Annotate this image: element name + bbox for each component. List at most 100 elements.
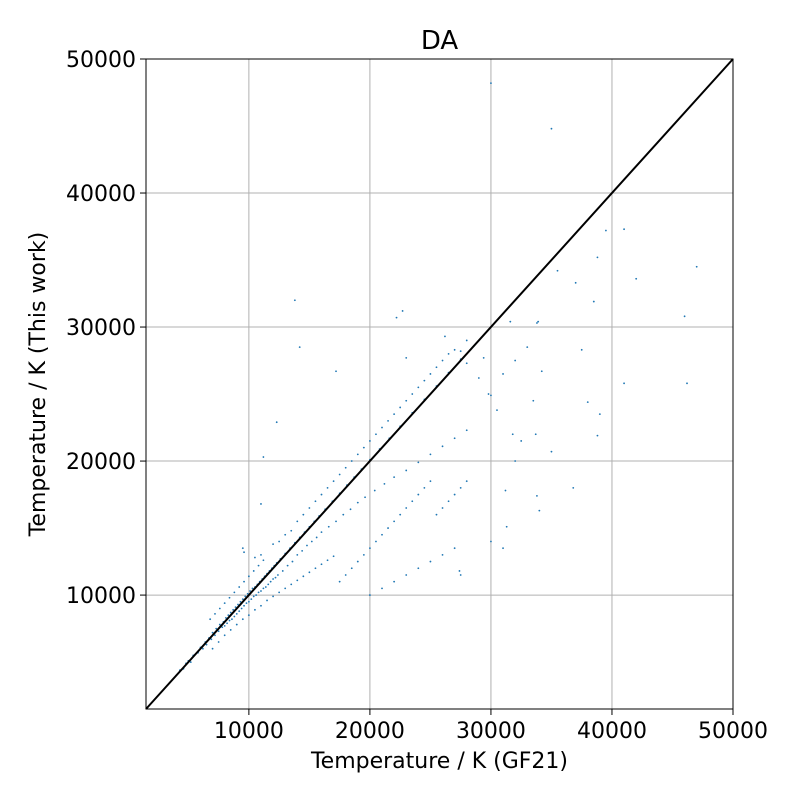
data-point-202 <box>233 591 236 594</box>
data-point-157 <box>465 480 468 483</box>
data-point-37 <box>241 598 244 601</box>
data-point-94 <box>356 501 359 504</box>
data-point-233 <box>526 346 529 349</box>
data-point-179 <box>356 453 359 456</box>
data-point-5 <box>189 661 192 663</box>
data-point-254 <box>596 256 599 259</box>
data-point-199 <box>218 607 221 610</box>
data-point-100 <box>383 482 386 485</box>
data-point-209 <box>241 547 244 550</box>
data-point-14 <box>210 638 213 641</box>
data-point-227 <box>465 362 468 365</box>
data-point-36 <box>240 607 243 610</box>
data-point-162 <box>417 567 420 570</box>
data-point-146 <box>399 513 402 516</box>
data-point-185 <box>393 413 396 416</box>
data-point-50 <box>257 591 260 594</box>
data-point-154 <box>447 500 450 503</box>
data-point-183 <box>381 426 383 429</box>
data-point-234 <box>536 322 538 324</box>
data-point-256 <box>605 229 607 232</box>
data-point-68 <box>281 570 284 572</box>
data-point-152 <box>435 513 438 516</box>
data-point-135 <box>332 555 335 558</box>
data-point-193 <box>441 359 444 362</box>
data-point-225 <box>444 335 446 338</box>
data-point-46 <box>252 595 255 598</box>
data-point-174 <box>326 486 329 489</box>
data-point-64 <box>274 576 277 579</box>
data-point-219 <box>275 421 278 424</box>
data-point-106 <box>417 461 420 464</box>
data-point-220 <box>262 456 265 458</box>
data-point-207 <box>257 564 260 567</box>
data-point-25 <box>227 614 230 617</box>
data-point-210 <box>243 551 245 554</box>
data-point-266 <box>550 127 553 130</box>
data-point-120 <box>241 618 244 621</box>
data-point-140 <box>362 553 365 556</box>
data-point-160 <box>393 580 396 583</box>
data-point-175 <box>332 480 335 483</box>
x-tick-label-2: 30000 <box>456 719 526 744</box>
data-point-27 <box>229 611 232 614</box>
data-point-176 <box>338 473 341 476</box>
data-point-150 <box>423 486 426 489</box>
x-tick-label-1: 20000 <box>335 719 405 744</box>
data-point-232 <box>514 359 517 362</box>
x-tick-label-4: 50000 <box>698 719 768 744</box>
data-point-78 <box>306 544 308 547</box>
data-point-237 <box>534 433 537 436</box>
data-point-184 <box>387 419 389 422</box>
data-point-230 <box>490 394 492 397</box>
data-point-17 <box>215 627 218 630</box>
y-axis-label: Temperature / K (This work) <box>26 232 51 538</box>
data-point-236 <box>532 399 535 402</box>
data-point-167 <box>458 570 461 572</box>
data-point-155 <box>453 493 456 496</box>
data-point-247 <box>538 509 541 512</box>
data-point-80 <box>310 540 313 543</box>
data-point-39 <box>244 595 247 598</box>
data-point-153 <box>441 507 444 509</box>
data-point-260 <box>635 277 638 280</box>
data-point-147 <box>405 507 408 509</box>
data-point-158 <box>369 594 371 596</box>
data-point-130 <box>302 575 305 578</box>
data-point-163 <box>429 560 432 563</box>
data-point-121 <box>247 614 250 617</box>
data-point-205 <box>247 575 250 578</box>
data-point-15 <box>211 631 214 634</box>
data-point-123 <box>260 604 262 607</box>
data-point-172 <box>314 500 317 503</box>
data-point-138 <box>350 567 353 570</box>
data-point-226 <box>459 350 462 353</box>
data-point-112 <box>453 437 456 440</box>
data-point-261 <box>683 315 686 318</box>
data-point-164 <box>441 553 444 556</box>
data-point-235 <box>537 320 540 323</box>
data-point-24 <box>226 622 228 625</box>
data-point-84 <box>320 531 323 533</box>
data-point-125 <box>272 595 274 598</box>
data-point-40 <box>245 602 248 605</box>
data-point-88 <box>335 520 337 523</box>
data-point-241 <box>540 370 543 373</box>
data-point-148 <box>411 500 414 503</box>
data-point-192 <box>435 366 438 369</box>
data-point-144 <box>387 527 389 529</box>
data-point-212 <box>260 553 262 556</box>
data-point-143 <box>381 533 383 536</box>
data-point-96 <box>364 496 366 499</box>
data-point-251 <box>580 348 583 351</box>
data-point-244 <box>502 547 504 550</box>
data-point-20 <box>221 626 224 629</box>
data-point-92 <box>349 508 352 511</box>
data-point-242 <box>504 489 507 492</box>
data-point-166 <box>459 574 462 576</box>
data-point-270 <box>482 356 485 359</box>
data-point-16 <box>214 634 216 637</box>
data-point-74 <box>296 553 299 556</box>
data-point-136 <box>338 580 341 583</box>
data-point-139 <box>356 560 359 563</box>
